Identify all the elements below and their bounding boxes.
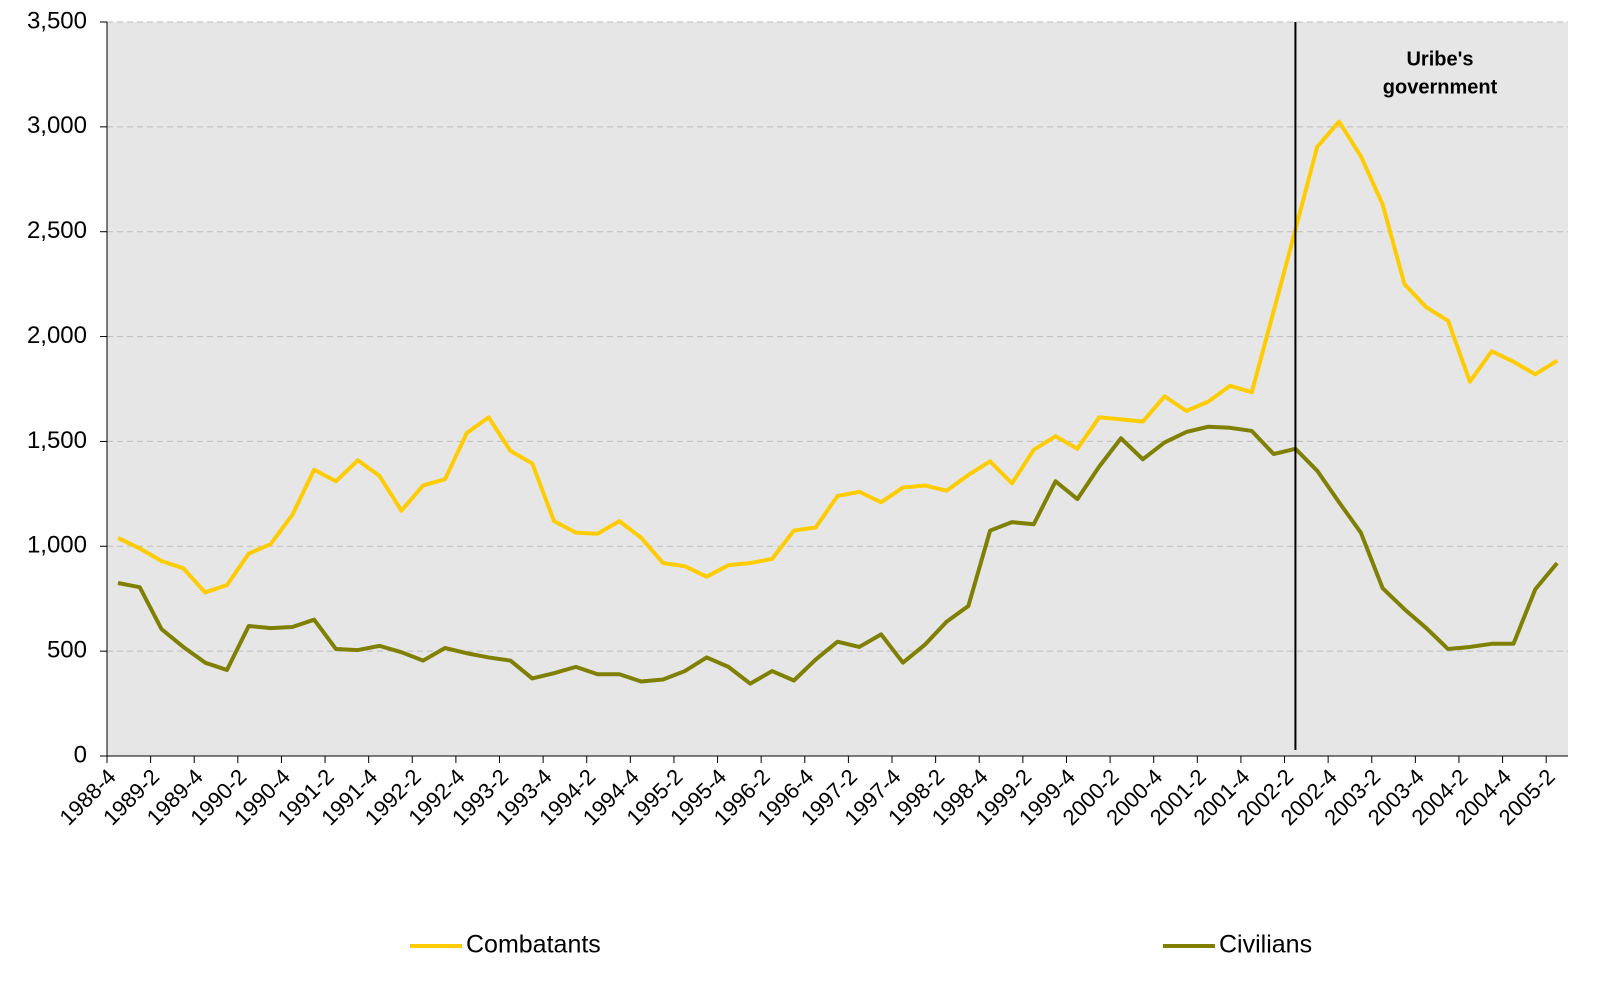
y-tick-label: 3,000 — [27, 112, 87, 139]
legend-label: Combatants — [466, 931, 601, 959]
y-tick-label: 2,000 — [27, 322, 87, 349]
annotation-text: Uribe's — [1406, 48, 1473, 70]
y-tick-label: 1,000 — [27, 532, 87, 559]
y-tick-label: 3,500 — [27, 7, 87, 34]
line-series — [117, 119, 1559, 595]
y-tick-label: 1,500 — [27, 427, 87, 454]
plot-area — [107, 22, 1568, 756]
line-series — [117, 424, 1559, 686]
y-tick-label: 0 — [74, 741, 87, 768]
y-tick-label: 500 — [47, 636, 87, 663]
y-tick-label: 2,500 — [27, 217, 87, 244]
legend-label: Civilians — [1219, 931, 1312, 959]
annotation-text: government — [1383, 76, 1498, 98]
